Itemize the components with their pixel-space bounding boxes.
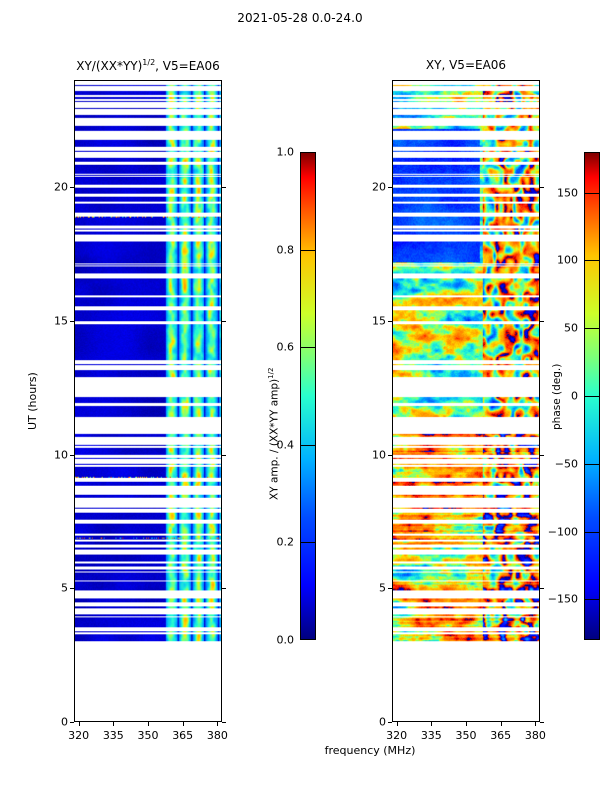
y-tick-label: 20	[54, 180, 68, 194]
y-tick-mark	[388, 454, 392, 456]
phase-colorbar-tick-label: −50	[554, 457, 578, 471]
y-tick-label: 5	[61, 581, 68, 595]
phase-colorbar-tick-mark	[584, 260, 600, 262]
amplitude-colorbar-tick-mark	[300, 444, 316, 446]
x-tick-label: 365	[172, 729, 194, 742]
y-tick-mark	[388, 588, 392, 590]
y-tick-mark	[70, 722, 74, 723]
phase-colorbar-tick-label: 0	[571, 389, 578, 403]
amplitude-colorbar-gradient	[301, 153, 315, 639]
amplitude-colorbar-tick-label: 0.0	[276, 633, 295, 647]
phase-colorbar-tick-label: −100	[547, 525, 578, 539]
y-tick-mark	[388, 320, 392, 322]
y-tick-mark	[222, 320, 226, 322]
x-tick-mark	[431, 722, 433, 726]
x-tick-label: 320	[386, 729, 408, 742]
y-axis-label: UT (hours)	[26, 372, 39, 430]
amplitude-colorbar[interactable]	[300, 152, 316, 640]
amplitude-colorbar-label: XY amp. / (XX*YY amp)1/2	[267, 368, 281, 500]
left-panel-title-exponent: 1/2	[142, 58, 156, 67]
phase-colorbar-tick-label: 100	[557, 253, 578, 267]
amplitude-heatmap-image	[75, 81, 221, 721]
y-tick-mark	[388, 722, 392, 723]
x-tick-mark	[148, 722, 149, 726]
x-tick-mark	[396, 722, 398, 726]
figure-suptitle: 2021-05-28 0.0-24.0	[237, 11, 363, 25]
left-panel-title-suffix: , V5=EA06	[155, 59, 220, 73]
amplitude-heatmap-axes[interactable]	[74, 80, 222, 722]
amplitude-colorbar-tick-label: 0.2	[276, 535, 295, 549]
left-panel-title: XY/(XX*YY)1/2, V5=EA06	[0, 58, 296, 73]
x-tick-label: 350	[137, 729, 159, 742]
y-tick-mark	[70, 454, 74, 456]
y-tick-mark	[222, 588, 226, 590]
y-tick-mark	[70, 588, 74, 590]
x-tick-label: 335	[420, 729, 442, 742]
y-tick-mark	[70, 320, 74, 322]
right-panel-title: XY, V5=EA06	[425, 58, 507, 72]
phase-colorbar-tick-label: 150	[557, 186, 578, 200]
x-tick-mark	[78, 722, 80, 726]
y-tick-mark	[222, 722, 226, 723]
phase-colorbar-tick-mark	[584, 531, 600, 533]
phase-heatmap-image	[393, 81, 539, 721]
y-tick-mark	[222, 187, 226, 188]
x-tick-label: 335	[102, 729, 124, 742]
phase-colorbar-tick-label: 50	[564, 321, 578, 335]
phase-colorbar-tick-label: −150	[547, 592, 578, 606]
y-tick-label: 5	[379, 581, 386, 595]
phase-colorbar-tick-mark	[584, 192, 600, 194]
x-tick-mark	[535, 722, 537, 726]
y-tick-mark	[222, 454, 226, 456]
x-tick-mark	[217, 722, 219, 726]
x-tick-label: 350	[455, 729, 477, 742]
x-tick-mark	[466, 722, 467, 726]
amplitude-colorbar-label-exponent: 1/2	[267, 367, 275, 379]
y-tick-mark	[70, 187, 74, 188]
amplitude-colorbar-tick-mark	[300, 347, 316, 349]
x-tick-label: 380	[206, 729, 228, 742]
y-tick-label: 20	[372, 180, 386, 194]
x-tick-label: 320	[68, 729, 90, 742]
x-tick-mark	[182, 722, 184, 726]
phase-heatmap-axes[interactable]	[392, 80, 540, 722]
x-tick-label: 380	[524, 729, 546, 742]
y-tick-mark	[540, 187, 544, 188]
amplitude-colorbar-tick-label: 1.0	[276, 145, 295, 159]
phase-colorbar-tick-mark	[584, 396, 600, 397]
y-tick-mark	[540, 588, 544, 590]
x-axis-label: frequency (MHz)	[324, 744, 416, 757]
y-tick-label: 0	[61, 715, 68, 729]
amplitude-colorbar-tick-label: 0.8	[276, 243, 295, 257]
x-tick-label: 365	[490, 729, 512, 742]
y-tick-label: 10	[54, 448, 68, 461]
phase-colorbar-tick-mark	[584, 599, 600, 601]
y-tick-label: 15	[54, 314, 68, 328]
amplitude-colorbar-tick-label: 0.4	[276, 438, 295, 452]
amplitude-colorbar-tick-mark	[300, 542, 316, 544]
amplitude-colorbar-tick-mark	[300, 249, 316, 251]
x-tick-mark	[113, 722, 115, 726]
phase-colorbar-tick-mark	[584, 328, 600, 330]
y-tick-label: 10	[372, 448, 386, 461]
phase-colorbar-tick-mark	[584, 463, 600, 465]
y-tick-mark	[540, 454, 544, 456]
y-tick-label: 0	[379, 715, 386, 729]
left-panel-title-base: XY/(XX*YY)	[76, 59, 143, 73]
x-tick-mark	[500, 722, 502, 726]
y-tick-label: 15	[372, 314, 386, 328]
amplitude-colorbar-tick-label: 0.6	[276, 340, 295, 354]
y-tick-mark	[388, 187, 392, 188]
y-tick-mark	[540, 320, 544, 322]
y-tick-mark	[540, 722, 544, 723]
